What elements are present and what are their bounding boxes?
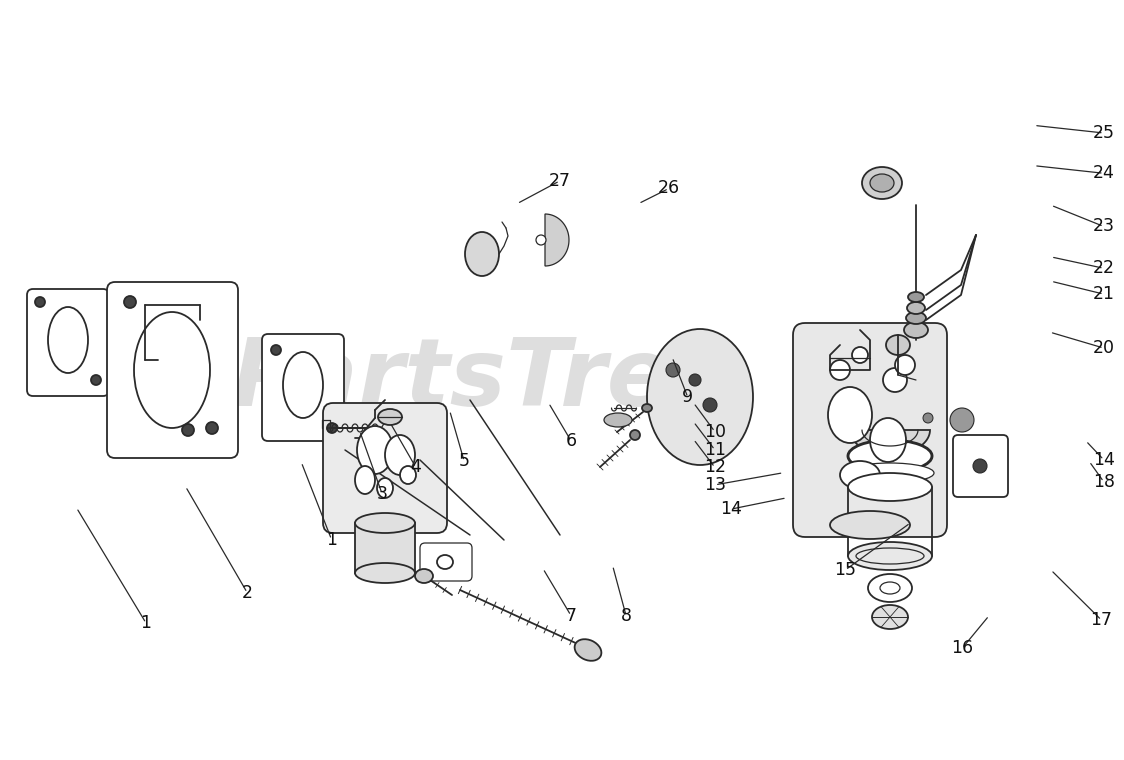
Ellipse shape (271, 345, 281, 355)
Ellipse shape (702, 398, 717, 412)
Ellipse shape (852, 347, 868, 363)
Ellipse shape (124, 296, 136, 308)
Ellipse shape (923, 413, 933, 423)
Text: 21: 21 (1093, 285, 1115, 303)
Text: 3: 3 (377, 485, 388, 503)
Ellipse shape (868, 574, 912, 602)
Ellipse shape (908, 292, 924, 302)
Text: PartsTree: PartsTree (232, 334, 735, 426)
Text: 5: 5 (459, 452, 470, 470)
Ellipse shape (862, 167, 901, 199)
Ellipse shape (574, 639, 601, 660)
Text: 6: 6 (565, 432, 577, 450)
Ellipse shape (355, 466, 375, 494)
Ellipse shape (327, 423, 337, 433)
Ellipse shape (904, 322, 928, 338)
FancyBboxPatch shape (420, 543, 472, 581)
Ellipse shape (134, 312, 210, 428)
Ellipse shape (830, 511, 910, 539)
Ellipse shape (880, 582, 900, 594)
Text: 14: 14 (1093, 451, 1115, 469)
FancyBboxPatch shape (27, 289, 109, 396)
Ellipse shape (400, 466, 416, 484)
Ellipse shape (629, 430, 640, 440)
Ellipse shape (906, 312, 926, 324)
FancyBboxPatch shape (262, 334, 344, 441)
Ellipse shape (847, 440, 932, 472)
Text: 14: 14 (719, 500, 742, 518)
Text: 12: 12 (704, 458, 726, 477)
Text: 17: 17 (1090, 611, 1113, 629)
Text: 8: 8 (620, 606, 632, 625)
Text: 4: 4 (410, 458, 422, 477)
Text: 25: 25 (1093, 124, 1115, 142)
Ellipse shape (907, 302, 925, 314)
Text: 20: 20 (1093, 339, 1115, 357)
Text: 10: 10 (704, 423, 726, 441)
Text: 7: 7 (565, 606, 577, 625)
Ellipse shape (870, 174, 894, 192)
Ellipse shape (840, 461, 880, 489)
Ellipse shape (48, 307, 88, 373)
Ellipse shape (828, 387, 872, 443)
FancyBboxPatch shape (953, 435, 1008, 497)
Ellipse shape (642, 404, 652, 412)
Text: 22: 22 (1093, 259, 1115, 277)
Ellipse shape (35, 297, 45, 307)
Ellipse shape (847, 473, 932, 501)
Text: 1: 1 (326, 530, 337, 549)
Polygon shape (850, 430, 930, 455)
Text: 9: 9 (682, 388, 694, 407)
Text: 27: 27 (549, 172, 571, 190)
FancyBboxPatch shape (107, 282, 238, 458)
Text: 16: 16 (951, 639, 973, 657)
FancyBboxPatch shape (323, 403, 447, 533)
Ellipse shape (437, 555, 453, 569)
Ellipse shape (846, 463, 934, 483)
Ellipse shape (536, 235, 546, 245)
Text: 23: 23 (1093, 217, 1115, 236)
Ellipse shape (91, 375, 101, 385)
Polygon shape (545, 214, 569, 266)
Ellipse shape (355, 563, 415, 583)
Ellipse shape (856, 548, 924, 564)
Ellipse shape (206, 422, 218, 434)
Ellipse shape (415, 569, 433, 583)
Ellipse shape (895, 355, 915, 375)
Ellipse shape (883, 368, 907, 392)
Ellipse shape (647, 329, 753, 465)
Text: 13: 13 (704, 476, 726, 494)
Bar (355, 523, 415, 573)
Ellipse shape (872, 605, 908, 629)
Ellipse shape (377, 478, 393, 498)
Ellipse shape (667, 363, 680, 377)
Ellipse shape (950, 408, 975, 432)
Ellipse shape (604, 413, 632, 427)
Ellipse shape (182, 424, 194, 436)
Ellipse shape (357, 426, 393, 474)
Ellipse shape (283, 352, 323, 418)
Ellipse shape (830, 360, 850, 380)
Text: 1: 1 (140, 614, 152, 632)
Text: 2: 2 (242, 584, 253, 602)
FancyBboxPatch shape (794, 323, 948, 537)
Ellipse shape (689, 374, 701, 386)
Text: 18: 18 (1093, 473, 1115, 491)
Ellipse shape (386, 435, 415, 475)
Ellipse shape (355, 513, 415, 533)
Text: 15: 15 (834, 561, 856, 579)
Ellipse shape (847, 542, 932, 570)
Text: 24: 24 (1093, 164, 1115, 182)
Ellipse shape (886, 335, 910, 355)
Ellipse shape (378, 409, 402, 425)
Text: 11: 11 (704, 441, 726, 459)
Ellipse shape (870, 418, 906, 462)
Ellipse shape (973, 459, 987, 473)
Ellipse shape (465, 232, 499, 276)
Text: 26: 26 (658, 179, 680, 198)
